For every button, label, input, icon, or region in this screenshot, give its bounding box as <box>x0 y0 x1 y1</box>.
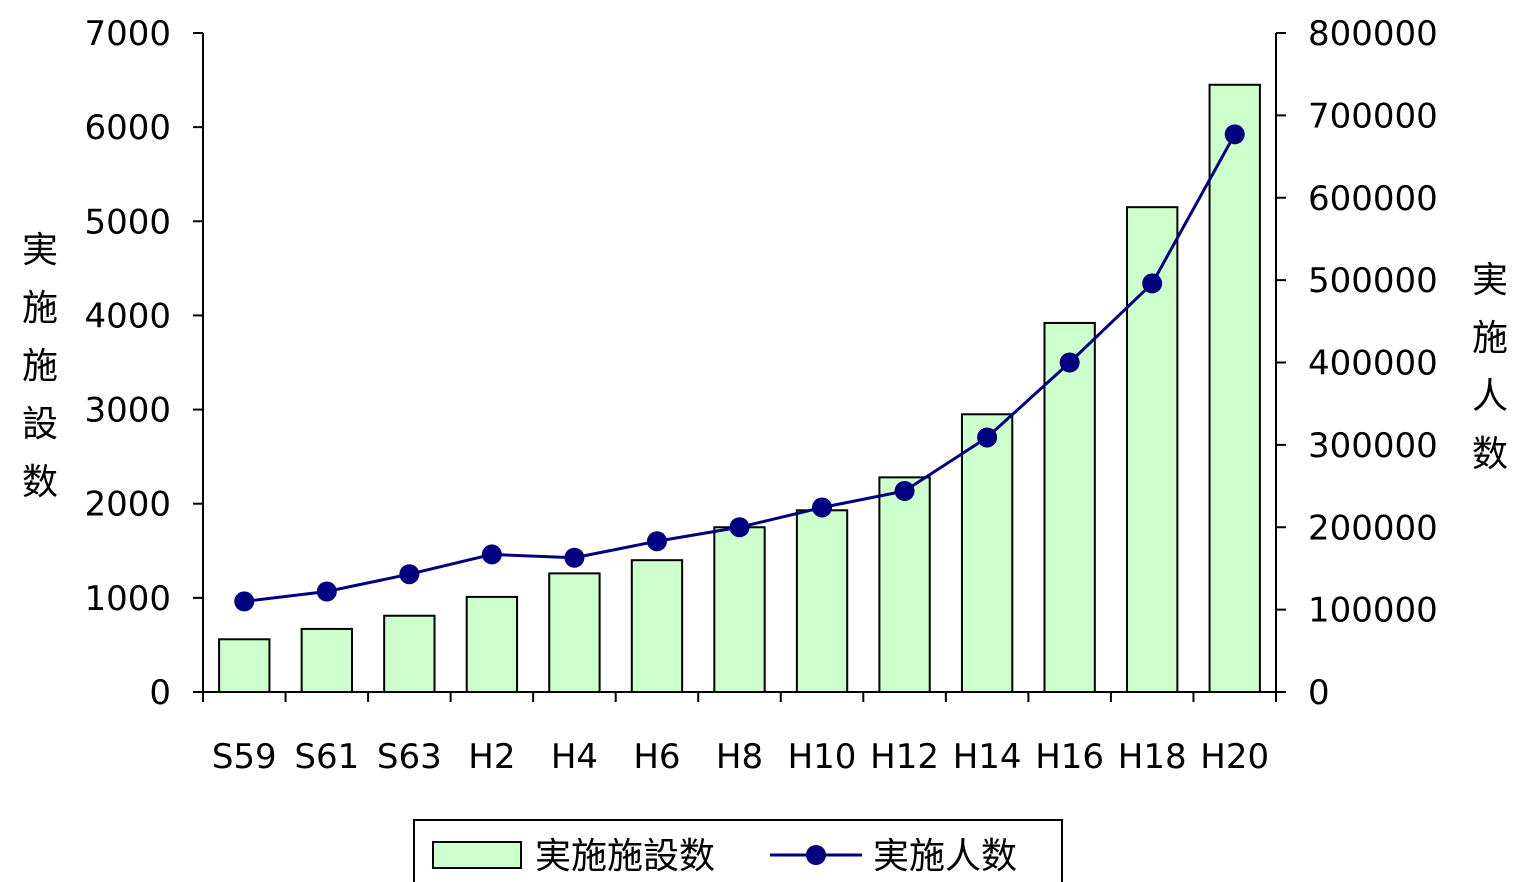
left-axis-title-char: 施 <box>22 346 58 387</box>
right-axis-title-char: 実 <box>1472 260 1508 301</box>
bar <box>548 572 601 694</box>
left-tick-label: 2000 <box>84 485 171 525</box>
line-point <box>977 427 998 448</box>
x-tick-label: S61 <box>294 737 359 777</box>
bar-series <box>218 83 1261 694</box>
left-tick-label: 5000 <box>84 202 171 242</box>
right-axis-title-char: 施 <box>1472 318 1508 359</box>
left-axis-title-char: 設 <box>22 404 58 445</box>
line-point <box>894 481 915 502</box>
left-tick-label: 4000 <box>84 296 171 336</box>
line-point <box>812 497 833 518</box>
bar <box>878 476 931 693</box>
left-axis-title-char: 実 <box>22 230 58 271</box>
bar <box>713 526 766 693</box>
x-tick-label: H4 <box>551 737 598 777</box>
right-tick-label: 700000 <box>1308 96 1438 136</box>
bar <box>218 638 271 694</box>
line-point <box>1224 124 1245 145</box>
x-tick-label: H12 <box>870 737 939 777</box>
x-tick-label: S59 <box>212 737 277 777</box>
line-point <box>399 564 420 585</box>
legend-swatch-marker <box>806 845 826 865</box>
bar <box>300 627 353 693</box>
left-tick-label: 1000 <box>84 579 171 619</box>
legend-label-line: 実施人数 <box>873 836 1017 877</box>
x-tick-label: H14 <box>953 737 1022 777</box>
right-tick-label: 300000 <box>1308 426 1438 466</box>
left-tick-label: 3000 <box>84 391 171 431</box>
line-point <box>316 581 337 602</box>
legend-label-bar: 実施施設数 <box>535 836 715 877</box>
x-tick-label: S63 <box>377 737 442 777</box>
bar <box>795 509 849 693</box>
line-point <box>234 591 255 612</box>
right-tick-label: 0 <box>1308 673 1330 713</box>
x-tick-label: H10 <box>788 737 857 777</box>
line-point <box>729 517 750 538</box>
x-tick-label: H2 <box>468 737 515 777</box>
legend: 実施施設数 実施人数 <box>413 819 1063 882</box>
x-tick-label: H18 <box>1118 737 1187 777</box>
left-axis-title-char: 施 <box>22 288 58 329</box>
line-point <box>1059 352 1080 373</box>
right-tick-label: 800000 <box>1308 14 1438 54</box>
right-axis-title-char: 数 <box>1472 434 1508 475</box>
left-tick-label: 6000 <box>84 108 171 148</box>
line-series <box>234 124 1245 612</box>
x-tick-label: H16 <box>1035 737 1104 777</box>
bar <box>630 559 684 694</box>
left-tick-label: 0 <box>149 673 171 713</box>
bar <box>383 614 436 693</box>
right-tick-label: 200000 <box>1308 508 1438 548</box>
line-point <box>646 531 667 552</box>
left-tick-label: 7000 <box>84 14 171 54</box>
bar <box>960 413 1014 693</box>
bar <box>465 595 519 693</box>
right-axis-title-char: 人 <box>1472 376 1508 417</box>
x-tick-label: H8 <box>716 737 763 777</box>
right-tick-label: 100000 <box>1308 591 1438 631</box>
legend-swatch-bar <box>432 841 522 869</box>
bar <box>1208 83 1261 694</box>
left-axis-title-char: 数 <box>22 462 58 503</box>
right-tick-label: 600000 <box>1308 179 1438 219</box>
line-point <box>481 544 502 565</box>
axis-labels: 0 1000 2000 3000 4000 5000 6000 7000 0 100000 2000… <box>22 14 1508 777</box>
right-tick-label: 500000 <box>1308 261 1438 301</box>
right-tick-label: 400000 <box>1308 344 1438 384</box>
line-point <box>564 547 585 568</box>
line-point <box>1142 273 1163 294</box>
x-tick-label: H20 <box>1200 737 1269 777</box>
bar <box>1043 321 1096 693</box>
x-tick-label: H6 <box>633 737 680 777</box>
